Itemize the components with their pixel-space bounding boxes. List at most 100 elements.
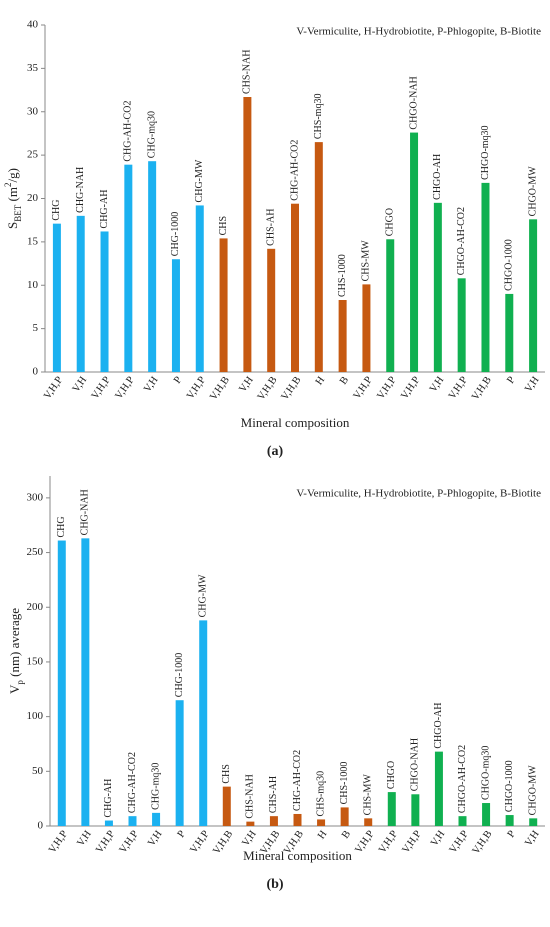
bar-label: CHGO-mq30 [480,746,491,800]
bar [362,284,371,372]
x-axis-label: Mineral composition [243,848,352,863]
bar-label: CHG-AH-CO2 [289,140,300,201]
x-tick-label: V,H,B [211,829,235,857]
bar [128,816,137,826]
bar-label: CHG-AH-CO2 [127,752,138,813]
y-tick-label: 150 [27,655,44,667]
x-tick-label: V,H,P [118,829,141,856]
bar [171,259,180,372]
bar [410,132,419,372]
y-tick-label: 20 [27,192,39,204]
x-tick-label: V,H,P [113,375,136,402]
x-tick-label: V,H [523,374,542,394]
bar-label: CHS-AH [265,209,276,246]
bar [243,97,252,372]
y-tick-label: 300 [27,491,44,503]
x-tick-label: B [340,829,353,841]
bar [317,819,326,826]
x-tick-label: V,H [428,374,447,394]
x-tick-label: H [314,374,328,387]
x-tick-label: V,H,B [471,829,495,857]
y-tick-label: 0 [38,820,44,832]
bar [81,538,90,826]
bar-label: CHS-MW [361,240,372,282]
bar [434,751,443,826]
bar-label: CHG-MW [194,159,205,202]
bar-label: CHGO-AH-CO2 [457,745,468,813]
bar [364,818,373,826]
bar [338,299,347,372]
y-axis-label-part: S [5,222,20,229]
x-tick-label: V,H,P [47,829,70,856]
x-tick-label: B [338,375,351,387]
bar-label: CHGO-NAH [408,76,419,129]
y-tick-label: 15 [27,235,39,247]
panel-label: (a) [267,444,284,459]
bar-label: CHS [218,216,229,235]
bar [387,792,396,826]
bar [457,278,466,372]
bar [148,161,157,372]
y-axis-label-part: V [7,684,22,694]
bar [100,231,109,372]
bar-label: CHG-AH-CO2 [123,101,134,162]
x-axis-label: Mineral composition [241,415,350,430]
y-axis-label-part: (nm) average [7,608,22,680]
bar-label: CHS-NAH [245,774,256,818]
x-tick-label: V,H,P [94,829,117,856]
bar [219,238,228,372]
bar-label: CHGO-AH [433,703,444,749]
y-axis-label-part: 2 [3,183,13,188]
y-tick-label: 25 [27,149,39,161]
x-tick-label: V,H,P [448,829,471,856]
x-tick-label: V,H,P [375,375,398,402]
x-tick-label: H [316,828,330,841]
x-tick-label: V,H,P [377,829,400,856]
bar-label: CHS-AH [268,776,279,813]
bar-label: CHGO-MW [528,765,539,816]
x-tick-label: V,H [523,828,542,848]
bar [152,812,161,826]
bar [529,818,538,826]
x-tick-label: V,H,B [279,375,303,403]
bar-label: CHG-MW [198,574,209,617]
x-tick-label: V,H,B [470,375,494,403]
bar [104,820,113,826]
bar [76,215,85,372]
x-tick-label: V,H,P [353,829,376,856]
y-tick-label: 200 [27,601,44,613]
bar-label: CHG-mq30 [146,111,157,158]
bar-label: CHS-1000 [337,254,348,297]
x-tick-label: V,H [240,828,259,848]
y-tick-label: 50 [32,765,44,777]
bar [505,815,514,826]
y-tick-label: 10 [27,279,39,291]
y-tick-label: 250 [27,546,44,558]
bar [411,794,420,826]
bar-label: CHGO-1000 [504,760,515,812]
y-tick-label: 30 [27,105,39,117]
bar-label: CHG-NAH [80,489,91,535]
x-tick-label: V,H,P [42,375,65,402]
y-tick-label: 100 [27,710,44,722]
bar [269,816,278,826]
legend-note: V-Vermiculite, H-Hydrobiotite, P-Phlogop… [296,26,541,38]
x-tick-label: V,H,P [400,829,423,856]
bar-label: CHGO [385,208,396,236]
bar [340,807,349,826]
bar [195,205,204,372]
x-tick-label: V,H [146,828,165,848]
x-tick-label: V,H [237,374,256,394]
bar [291,203,299,372]
y-axis-label-part: BET [13,204,23,222]
legend-note: V-Vermiculite, H-Hydrobiotite, P-Phlogop… [296,488,541,500]
bar [481,182,490,372]
bar-label: CHG-1000 [170,212,181,256]
bar-label: CHS [221,764,232,783]
bar-label: CHGO-NAH [410,738,421,791]
bar-label: CHG [51,200,62,221]
bar-label: CHGO-1000 [504,239,515,291]
panel-label: (b) [266,877,283,892]
bar [433,202,442,372]
